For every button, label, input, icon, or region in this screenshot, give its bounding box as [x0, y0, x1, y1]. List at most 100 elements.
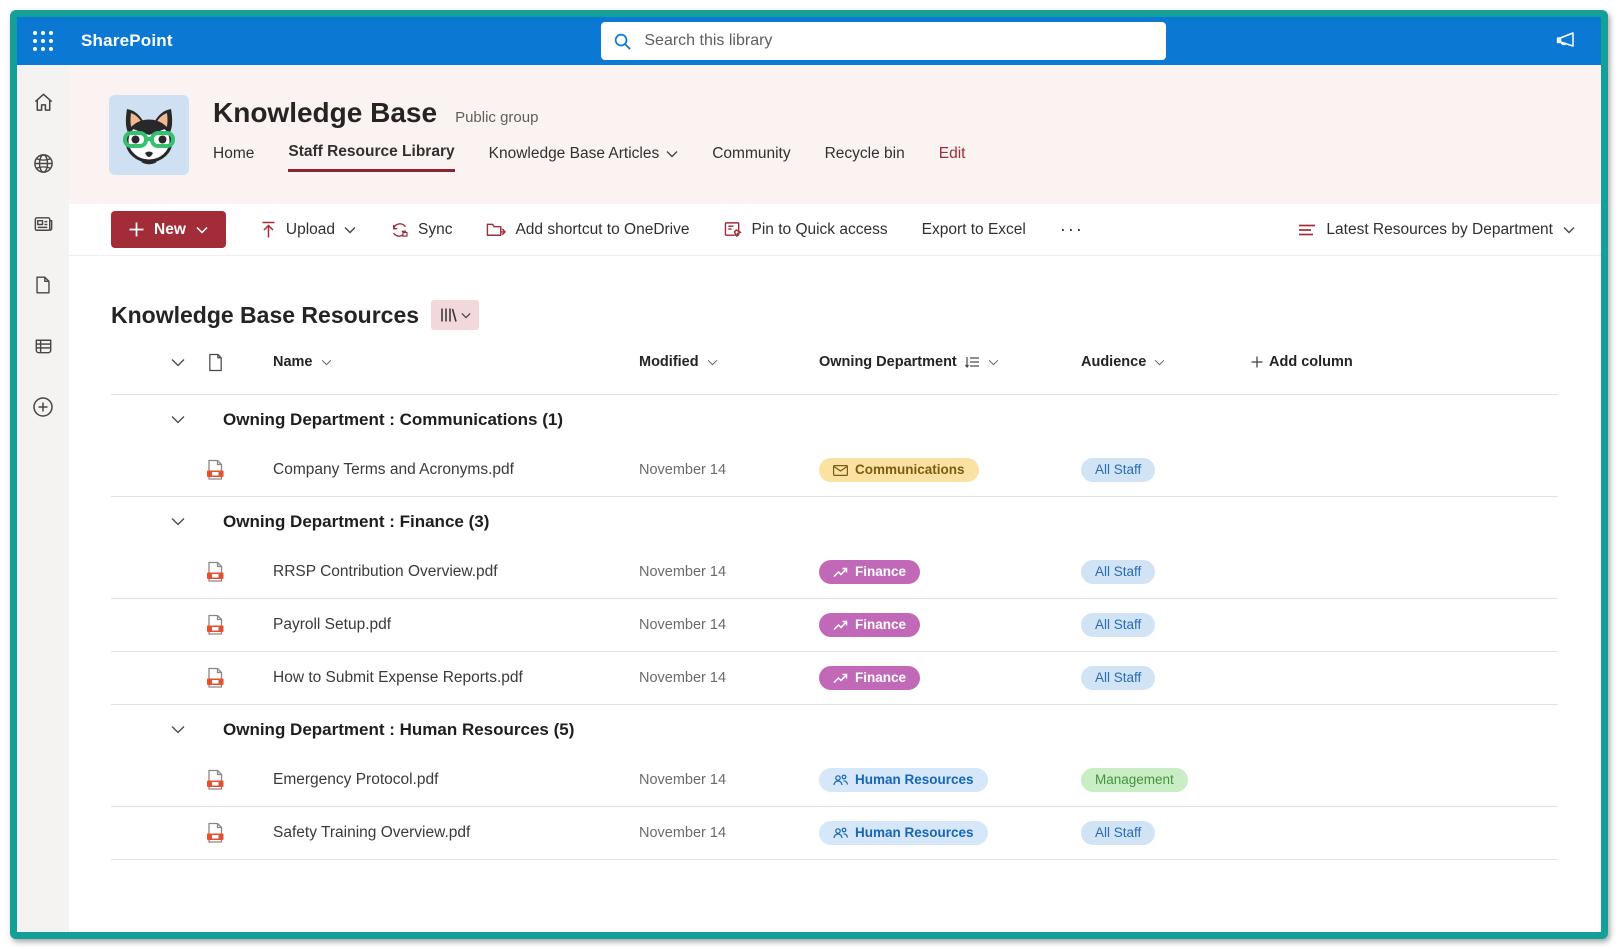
column-header-modified[interactable]: Modified	[639, 354, 819, 370]
file-name[interactable]: How to Submit Expense Reports.pdf	[239, 669, 639, 687]
group-header-finance[interactable]: Owning Department : Finance (3)	[111, 497, 1558, 546]
app-launcher-button[interactable]	[17, 17, 69, 65]
file-name[interactable]: RRSP Contribution Overview.pdf	[239, 563, 639, 581]
list-icon[interactable]	[32, 334, 55, 357]
department-badge[interactable]: Human Resources	[819, 768, 988, 792]
mail-icon	[833, 465, 848, 476]
people-icon	[833, 774, 848, 786]
modified-date: November 14	[639, 617, 819, 633]
audience-badge[interactable]: All Staff	[1081, 613, 1155, 637]
file-row[interactable]: RRSP Contribution Overview.pdf November …	[111, 546, 1558, 598]
add-circle-icon[interactable]	[31, 395, 55, 419]
column-header-name[interactable]: Name	[239, 354, 639, 370]
chevron-down-icon	[988, 359, 999, 366]
pdf-file-icon	[205, 614, 225, 636]
nav-item-edit[interactable]: Edit	[939, 145, 966, 171]
plus-icon	[1251, 356, 1263, 368]
department-badge[interactable]: Finance	[819, 666, 920, 690]
new-button[interactable]: New	[111, 211, 226, 248]
file-row[interactable]: Safety Training Overview.pdf November 14…	[111, 807, 1558, 859]
upload-icon	[260, 221, 277, 239]
list-title: Knowledge Base Resources	[111, 302, 419, 329]
suite-bar: SharePoint	[17, 17, 1601, 65]
selection-chevron-icon[interactable]	[171, 358, 191, 367]
audience-badge[interactable]: Management	[1081, 768, 1188, 792]
site-logo[interactable]	[109, 95, 189, 175]
file-row[interactable]: Emergency Protocol.pdf November 14 Human…	[111, 754, 1558, 806]
chevron-down-icon	[1154, 359, 1165, 366]
export-excel-button[interactable]: Export to Excel	[922, 221, 1026, 239]
pin-icon	[724, 221, 743, 239]
chevron-down-icon	[707, 359, 718, 366]
group-header-human-resources[interactable]: Owning Department : Human Resources (5)	[111, 705, 1558, 754]
file-row[interactable]: Payroll Setup.pdf November 14 Finance Al…	[111, 599, 1558, 651]
audience-badge[interactable]: All Staff	[1081, 821, 1155, 845]
file-row[interactable]: Company Terms and Acronyms.pdf November …	[111, 444, 1558, 496]
file-name[interactable]: Emergency Protocol.pdf	[239, 771, 639, 789]
add-column-button[interactable]: Add column	[1251, 354, 1558, 370]
column-header-owning-department[interactable]: Owning Department	[819, 354, 1081, 370]
trend-up-icon	[833, 567, 848, 578]
globe-icon[interactable]	[32, 152, 55, 175]
department-badge[interactable]: Communications	[819, 458, 979, 482]
modified-date: November 14	[639, 772, 819, 788]
sync-button[interactable]: Sync	[390, 221, 452, 239]
trend-up-icon	[833, 620, 848, 631]
add-shortcut-button[interactable]: Add shortcut to OneDrive	[486, 221, 689, 239]
department-badge[interactable]: Finance	[819, 560, 920, 584]
pdf-file-icon	[205, 769, 225, 791]
collapse-group-icon[interactable]	[171, 517, 191, 526]
pin-quick-access-button[interactable]: Pin to Quick access	[724, 221, 888, 239]
pdf-file-icon	[205, 459, 225, 481]
trend-up-icon	[833, 673, 848, 684]
home-icon[interactable]	[32, 91, 55, 114]
file-name[interactable]: Company Terms and Acronyms.pdf	[239, 461, 639, 479]
nav-item-knowledge-base-articles[interactable]: Knowledge Base Articles	[489, 145, 679, 171]
column-header-audience[interactable]: Audience	[1081, 354, 1251, 370]
department-badge[interactable]: Human Resources	[819, 821, 988, 845]
document-list: Name Modified Owning Department	[111, 330, 1558, 860]
site-nav: Home Staff Resource Library Knowledge Ba…	[213, 143, 965, 172]
chevron-down-icon	[461, 312, 471, 319]
search-input[interactable]	[644, 32, 1154, 50]
nav-item-home[interactable]: Home	[213, 145, 254, 171]
modified-date: November 14	[639, 462, 819, 478]
folder-shortcut-icon	[486, 221, 506, 239]
search-icon	[613, 32, 632, 51]
view-selector[interactable]: Latest Resources by Department	[1298, 221, 1575, 239]
chevron-down-icon	[1563, 226, 1575, 234]
news-icon[interactable]	[32, 213, 55, 236]
nav-item-recycle-bin[interactable]: Recycle bin	[825, 145, 905, 171]
pdf-file-icon	[205, 667, 225, 689]
document-icon[interactable]	[32, 274, 54, 296]
site-title[interactable]: Knowledge Base	[213, 97, 437, 129]
group-header-communications[interactable]: Owning Department : Communications (1)	[111, 395, 1558, 444]
audience-badge[interactable]: All Staff	[1081, 458, 1155, 482]
pdf-file-icon	[205, 822, 225, 844]
nav-item-community[interactable]: Community	[712, 145, 790, 171]
collapse-group-icon[interactable]	[171, 415, 191, 424]
department-badge[interactable]: Finance	[819, 613, 920, 637]
library-view-button[interactable]	[431, 300, 479, 330]
audience-badge[interactable]: All Staff	[1081, 666, 1155, 690]
file-name[interactable]: Safety Training Overview.pdf	[239, 824, 639, 842]
file-name[interactable]: Payroll Setup.pdf	[239, 616, 639, 634]
audience-badge[interactable]: All Staff	[1081, 560, 1155, 584]
upload-button[interactable]: Upload	[260, 221, 356, 239]
sync-icon	[390, 221, 409, 239]
more-commands-button[interactable]: ···	[1060, 219, 1084, 240]
command-bar: New Upload Sync Add shortcut to OneDrive	[69, 204, 1601, 256]
people-icon	[833, 827, 848, 839]
file-row[interactable]: How to Submit Expense Reports.pdf Novemb…	[111, 652, 1558, 704]
file-type-column-icon[interactable]	[207, 353, 224, 372]
collapse-group-icon[interactable]	[171, 725, 191, 734]
grouped-by-icon	[965, 356, 980, 369]
brand-label[interactable]: SharePoint	[81, 31, 173, 51]
search-box[interactable]	[601, 22, 1166, 60]
announcement-icon[interactable]	[1555, 30, 1579, 52]
waffle-icon	[33, 31, 54, 52]
modified-date: November 14	[639, 564, 819, 580]
nav-item-staff-resource-library[interactable]: Staff Resource Library	[288, 143, 454, 172]
pdf-file-icon	[205, 561, 225, 583]
plus-icon	[129, 222, 144, 237]
